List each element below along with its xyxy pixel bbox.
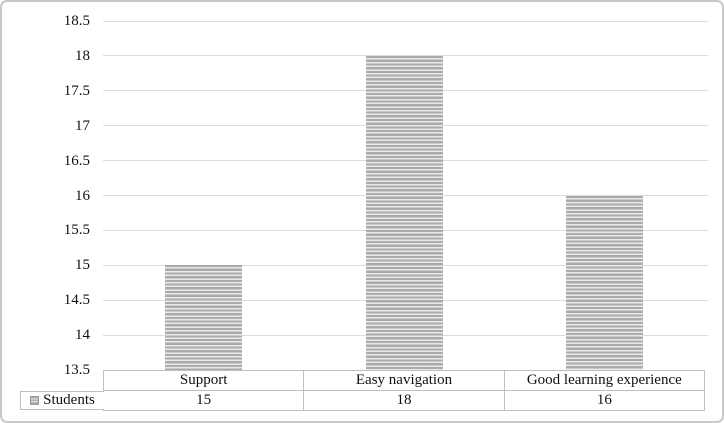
bar-support bbox=[164, 265, 242, 370]
legend-key-cell: Students bbox=[20, 391, 104, 410]
category-label: Good learning experience bbox=[503, 371, 704, 390]
y-axis-tick-label: 17 bbox=[75, 117, 90, 134]
value-row: 15 18 16 bbox=[104, 391, 704, 410]
y-axis-tick-label: 18.5 bbox=[63, 13, 90, 29]
y-axis-tick-label: 17.5 bbox=[63, 82, 90, 99]
category-row: Support Easy navigation Good learning expe… bbox=[104, 371, 704, 391]
data-table: Support Easy navigation Good learning expe… bbox=[103, 370, 705, 411]
y-axis-tick-label: 14.5 bbox=[63, 292, 90, 309]
category-label: Support bbox=[179, 372, 228, 388]
category-label: Easy navigation bbox=[303, 371, 503, 390]
value-cell: 18 bbox=[303, 391, 503, 410]
bar-easy-navigation bbox=[365, 55, 443, 370]
value-cell: 16 bbox=[503, 391, 704, 410]
y-axis-tick-label: 15 bbox=[75, 257, 90, 274]
gridline bbox=[103, 20, 708, 22]
legend-marker-icon bbox=[30, 396, 40, 405]
bar-good-learning-experience bbox=[566, 195, 644, 370]
y-axis-tick-label: 16 bbox=[75, 187, 90, 204]
y-axis-tick-label: 16.5 bbox=[63, 152, 90, 169]
y-axis-tick-label: 14 bbox=[75, 327, 90, 344]
y-axis-tick-label: 13.5 bbox=[63, 362, 90, 378]
y-axis-tick-label: 18 bbox=[75, 47, 90, 64]
y-axis-tick-label: 15.5 bbox=[63, 222, 90, 239]
legend-label: Students bbox=[43, 392, 95, 408]
value-cell: 15 bbox=[196, 392, 212, 408]
